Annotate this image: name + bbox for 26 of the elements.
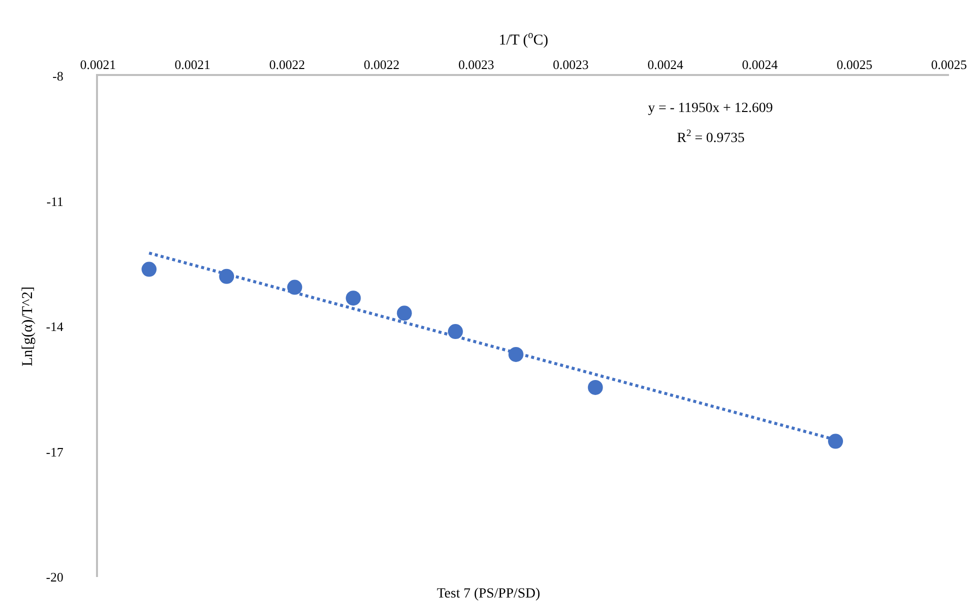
text: Test 7 (PS/PP/SD) [436, 586, 540, 601]
x-tick-label: 0.0023 [552, 56, 589, 72]
point [448, 324, 463, 340]
x-tick-label: 0.0021 [80, 56, 116, 72]
x-tick-label: 0.0022 [269, 56, 305, 72]
point [142, 262, 157, 277]
point [346, 290, 361, 306]
y-tick-label: -17 [46, 444, 64, 460]
annotation: y = - 11950x + 12.609 [648, 101, 773, 116]
x-tick-label: 0.0025 [931, 56, 967, 72]
y-tick-label: -14 [46, 319, 64, 334]
x-tick-label: 0.0023 [458, 56, 494, 72]
point [287, 280, 302, 295]
annotation: R$^{2}$ = 0.9735 [677, 128, 745, 146]
x-axis-title: 1/T ($^{o}$C) [498, 30, 548, 49]
y-tick-label: -8 [52, 68, 64, 84]
y-axis-title: Ln[g(α)/T^2] [20, 286, 36, 366]
x-tick-label: 0.0024 [742, 56, 778, 72]
point [588, 380, 603, 395]
x-tick-label: 0.0024 [647, 56, 684, 72]
y-tick-label: -20 [46, 570, 64, 585]
x-tick-label: 0.0025 [836, 56, 872, 72]
x-tick-label: 0.0022 [364, 56, 400, 72]
x-tick-label: 0.0021 [174, 56, 210, 72]
y-tick-label: -11 [46, 194, 64, 209]
point [396, 306, 412, 321]
